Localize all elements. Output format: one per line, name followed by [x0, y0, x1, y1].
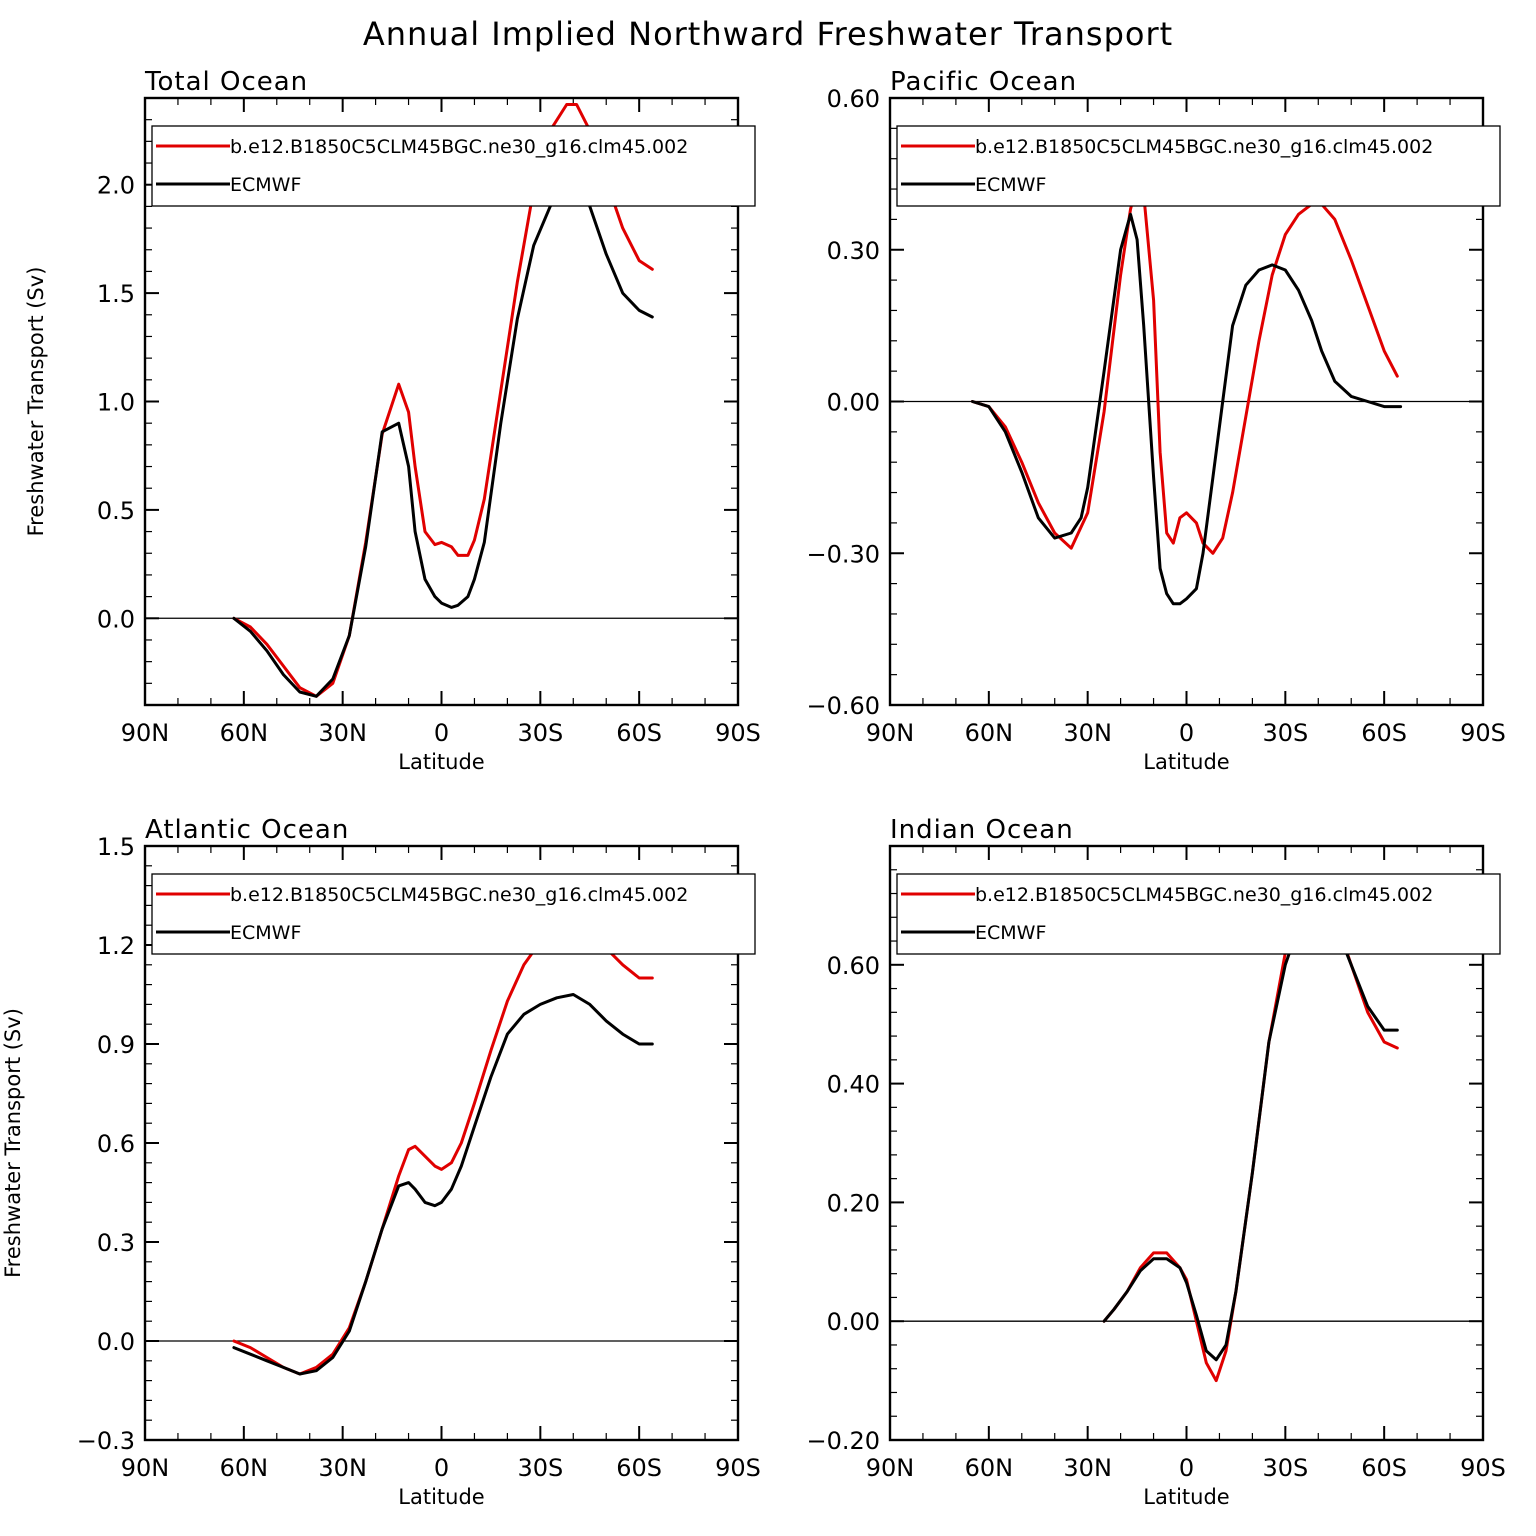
x-tick-label: 90N — [866, 1454, 915, 1482]
y-tick-label: 1.5 — [97, 280, 135, 308]
x-tick-label: 0 — [1179, 1454, 1194, 1482]
x-tick-label: 0 — [434, 1454, 449, 1482]
legend-box — [151, 125, 756, 207]
x-tick-label: 90S — [1460, 1454, 1506, 1482]
y-tick-label: 2.0 — [97, 172, 135, 200]
x-tick-label: 60N — [220, 1454, 269, 1482]
y-tick-label: 0.0 — [97, 1328, 135, 1356]
legend-label: ECMWF — [230, 174, 301, 196]
panel-indian-ocean: Indian Ocean 90N 60N 30N 0 30S 60S 90S −0.20 0.00… — [806, 815, 1505, 1509]
y-axis-label: Freshwater Transport (Sv) — [24, 267, 48, 537]
series-line-ecmwf — [1102, 903, 1399, 1362]
y-tick-label: 0.60 — [827, 85, 880, 113]
x-tick-label: 30S — [1262, 1454, 1308, 1482]
y-tick-label: 0.5 — [97, 497, 135, 525]
panel-title: Indian Ocean — [890, 815, 1074, 845]
x-axis-label: Latitude — [1143, 750, 1229, 774]
y-tick-label: −0.3 — [77, 1427, 135, 1455]
legend-label: ECMWF — [975, 174, 1046, 196]
x-tick-label: 0 — [434, 719, 449, 747]
plot-frame — [143, 844, 740, 1442]
y-tick-label: −0.20 — [806, 1427, 880, 1455]
y-tick-label: 0.00 — [827, 389, 880, 417]
series-line-ecmwf — [232, 183, 654, 698]
y-tick-label: 0.6 — [97, 1130, 135, 1158]
y-tick-label: 0.40 — [827, 1071, 880, 1099]
legend-box — [151, 873, 756, 955]
y-tick-label: 1.2 — [97, 932, 135, 960]
x-tick-label: 60N — [220, 719, 269, 747]
x-tick-label: 90S — [1460, 719, 1506, 747]
legend-label: b.e12.B1850C5CLM45BGC.ne30_g16.clm45.002 — [230, 136, 688, 158]
x-axis-label: Latitude — [398, 1485, 484, 1509]
y-tick-label: 1.5 — [97, 833, 135, 861]
x-tick-label: 60S — [1361, 1454, 1407, 1482]
y-axis-label: Freshwater Transport (Sv) — [1, 1008, 25, 1278]
y-tick-label: 0.3 — [97, 1229, 135, 1257]
x-tick-label: 90S — [715, 1454, 761, 1482]
series-line-model — [232, 917, 654, 1376]
legend-box — [896, 873, 1501, 955]
legend-label: b.e12.B1850C5CLM45BGC.ne30_g16.clm45.002 — [975, 136, 1433, 158]
x-tick-label: 90N — [121, 719, 170, 747]
y-tick-label: 1.0 — [97, 389, 135, 417]
x-tick-label: 30N — [1063, 719, 1112, 747]
series-line-ecmwf — [232, 993, 654, 1376]
panel-title: Atlantic Ocean — [145, 815, 349, 845]
x-tick-label: 60S — [616, 1454, 662, 1482]
y-tick-label: 0.20 — [827, 1189, 880, 1217]
x-tick-label: 90N — [121, 1454, 170, 1482]
x-axis-label: Latitude — [398, 750, 484, 774]
panel-atlantic-ocean: Atlantic Ocean 90N 60N 30N 0 30S 60S 90S −0.3 0.0… — [1, 815, 761, 1509]
plot-frame — [143, 96, 740, 707]
panel-title: Total Ocean — [144, 67, 308, 97]
y-tick-label: 0.60 — [827, 952, 880, 980]
series-line-model — [970, 182, 1399, 555]
x-tick-label: 30N — [1063, 1454, 1112, 1482]
y-tick-label: 0.0 — [97, 605, 135, 633]
x-tick-label: 30S — [517, 1454, 563, 1482]
panel-title: Pacific Ocean — [890, 67, 1077, 97]
x-tick-label: 0 — [1179, 719, 1194, 747]
y-tick-label: −0.60 — [806, 692, 880, 720]
x-axis-label: Latitude — [1143, 1485, 1229, 1509]
y-tick-label: 0.30 — [827, 237, 880, 265]
legend-label: ECMWF — [975, 922, 1046, 944]
x-tick-label: 30N — [318, 1454, 367, 1482]
legend-label: b.e12.B1850C5CLM45BGC.ne30_g16.clm45.002 — [975, 884, 1433, 906]
x-tick-label: 60S — [616, 719, 662, 747]
panel-pacific-ocean: Pacific Ocean 90N 60N 30N 0 30S 60S 90S −0.60 −0.… — [806, 67, 1505, 774]
legend-label: ECMWF — [230, 922, 301, 944]
x-tick-label: 60S — [1361, 719, 1407, 747]
y-tick-label: −0.30 — [806, 540, 880, 568]
series-line-ecmwf — [970, 212, 1403, 606]
panels: Total Ocean 90N 60N 30N 0 30S 60S 90S 0.0 0.5 1.0 1… — [1, 67, 1506, 1509]
x-tick-label: 30S — [1262, 719, 1308, 747]
x-tick-label: 30S — [517, 719, 563, 747]
x-tick-label: 60N — [965, 719, 1014, 747]
x-tick-label: 30N — [318, 719, 367, 747]
plot-frame — [888, 96, 1485, 707]
legend-label: b.e12.B1850C5CLM45BGC.ne30_g16.clm45.002 — [230, 884, 688, 906]
figure-title: Annual Implied Northward Freshwater Tran… — [363, 15, 1173, 53]
x-tick-label: 90S — [715, 719, 761, 747]
x-tick-label: 90N — [866, 719, 915, 747]
x-tick-label: 60N — [965, 1454, 1014, 1482]
panel-total-ocean: Total Ocean 90N 60N 30N 0 30S 60S 90S 0.0 0.5 1.0 1… — [24, 67, 761, 774]
legend-box — [896, 125, 1501, 207]
plot-frame — [888, 844, 1485, 1442]
y-tick-label: 0.9 — [97, 1031, 135, 1059]
y-tick-label: 0.00 — [827, 1308, 880, 1336]
